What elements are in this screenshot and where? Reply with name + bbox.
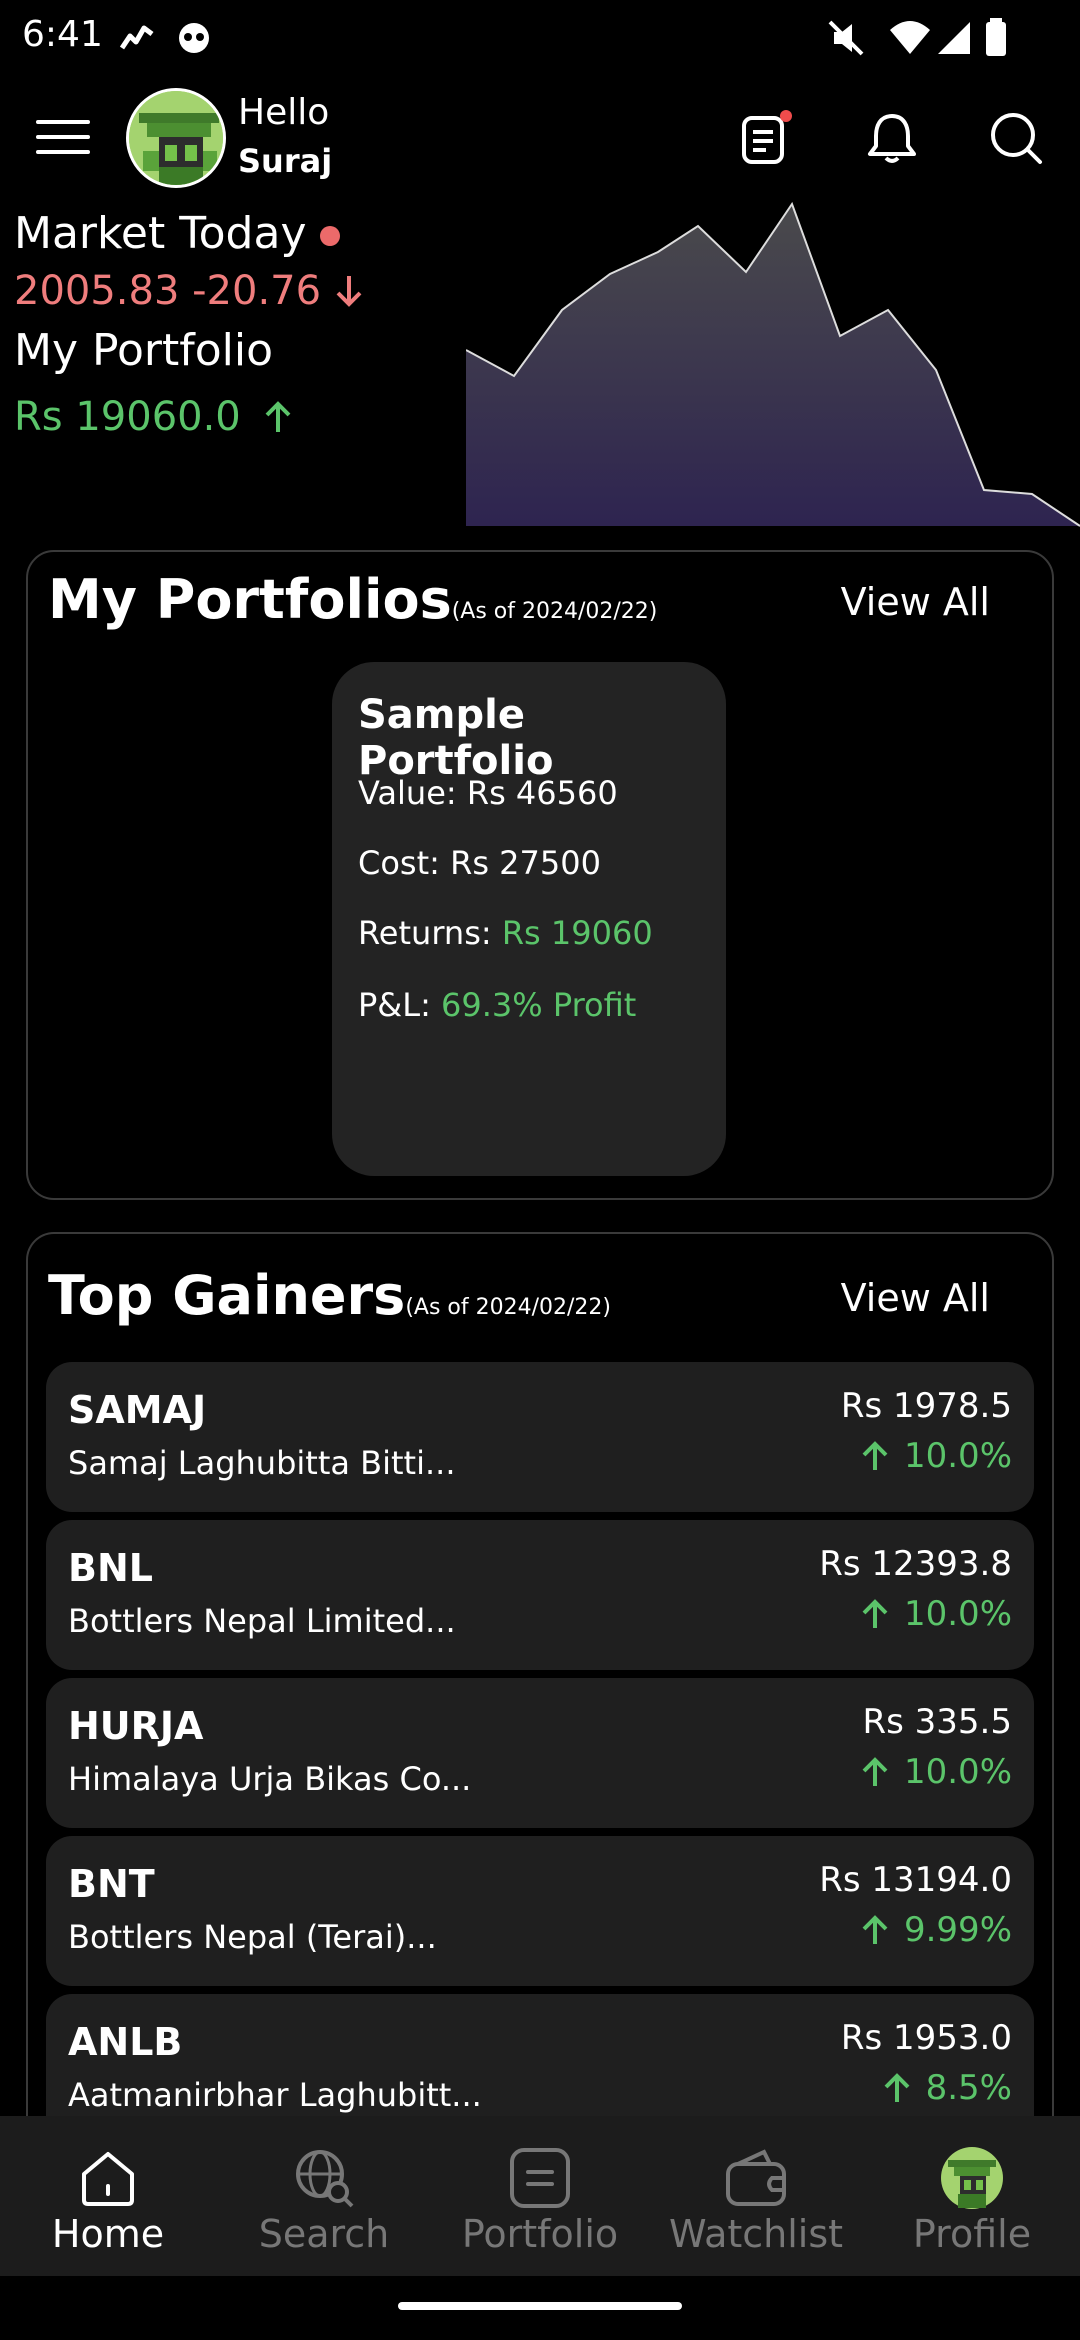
nav-watchlist[interactable]: Watchlist — [648, 2134, 864, 2274]
battery-icon — [986, 18, 1006, 56]
my-portfolios-title: My Portfolios — [48, 568, 452, 631]
app-notification-icon — [179, 23, 209, 53]
stock-price: Rs 1953.0 — [840, 2018, 1012, 2058]
stock-row[interactable]: BNL Bottlers Nepal Limited... Rs 12393.8 10… — [46, 1520, 1034, 1670]
stock-name: Himalaya Urja Bikas Co... — [68, 1760, 472, 1798]
stock-price: Rs 12393.8 — [819, 1544, 1012, 1584]
stock-change: 9.99% — [860, 1910, 1012, 1950]
portfolio-pl-line: P&L: 69.3% Profit — [358, 986, 636, 1024]
portfolio-returns-line: Returns: Rs 19060 — [358, 914, 653, 952]
bottom-navigation: Home Search Portfolio Watchlist — [0, 2116, 1080, 2276]
arrow-up-icon — [862, 1599, 888, 1628]
my-portfolios-panel: My Portfolios(As of 2024/02/22) View All… — [26, 550, 1054, 1200]
portfolios-view-all-button[interactable]: View All — [840, 580, 990, 624]
wifi-icon — [890, 21, 930, 54]
top-gainers-panel: Top Gainers(As of 2024/02/22) View All S… — [26, 1232, 1054, 2152]
stock-symbol: HURJA — [68, 1704, 204, 1748]
stock-symbol: SAMAJ — [68, 1388, 207, 1432]
nav-portfolio[interactable]: Portfolio — [432, 2134, 648, 2274]
stock-name: Samaj Laghubitta Bitti... — [68, 1444, 456, 1482]
top-gainers-heading: Top Gainers(As of 2024/02/22) — [48, 1264, 611, 1327]
nav-profile-label: Profile — [912, 2212, 1032, 2256]
username-text: Suraj — [238, 142, 333, 180]
market-today-title: Market Today — [14, 208, 307, 259]
stock-symbol: BNL — [68, 1546, 153, 1590]
stock-price: Rs 335.5 — [862, 1702, 1012, 1742]
market-status-dot — [320, 226, 340, 246]
stock-change: 10.0% — [860, 1436, 1012, 1476]
my-portfolios-as-of: (As of 2024/02/22) — [451, 599, 658, 624]
portfolio-value-text: Rs 19060.0 — [14, 394, 241, 440]
stock-change-value: 8.5% — [925, 2068, 1012, 2108]
arrow-up-icon — [862, 1757, 888, 1786]
market-index-text: 2005.83 -20.76 — [14, 268, 322, 314]
my-portfolios-heading: My Portfolios(As of 2024/02/22) — [48, 568, 657, 631]
market-sparkline-chart — [466, 201, 1080, 527]
portfolio-pl-label: P&L: — [358, 986, 442, 1024]
status-bar: 6:41 — [0, 0, 1080, 76]
stock-row[interactable]: HURJA Himalaya Urja Bikas Co... Rs 335.5 10… — [46, 1678, 1034, 1828]
greeting-text: Hello — [238, 92, 330, 133]
portfolio-value-line: Value: Rs 46560 — [358, 774, 618, 812]
stock-change-value: 9.99% — [903, 1910, 1012, 1950]
portfolio-name: Sample Portfolio — [358, 692, 554, 784]
nav-watchlist-label: Watchlist — [668, 2212, 844, 2256]
nav-profile[interactable]: Profile — [864, 2134, 1080, 2274]
portfolio-returns-value: Rs 19060 — [501, 914, 653, 952]
home-icon — [82, 2152, 134, 2206]
market-index-value: 2005.83 -20.76 — [14, 268, 364, 314]
stock-row[interactable]: BNT Bottlers Nepal (Terai)... Rs 13194.0 9.… — [46, 1836, 1034, 1986]
stock-price: Rs 1978.5 — [840, 1386, 1012, 1426]
portfolio-value: Rs 19060.0 — [14, 394, 295, 440]
gainers-view-all-button[interactable]: View All — [840, 1276, 990, 1320]
stock-name: Bottlers Nepal Limited... — [68, 1602, 456, 1640]
nav-search[interactable]: Search — [216, 2134, 432, 2274]
cell-signal-icon — [938, 22, 970, 54]
gesture-bar — [398, 2302, 682, 2310]
portfolio-returns-label: Returns: — [358, 914, 502, 952]
globe-search-icon — [296, 2150, 354, 2208]
stock-symbol: ANLB — [68, 2020, 183, 2064]
stock-price: Rs 13194.0 — [819, 1860, 1012, 1900]
bell-icon[interactable] — [862, 108, 922, 168]
portfolio-card[interactable]: Sample Portfolio Value: Rs 46560 Cost: R… — [332, 662, 726, 1176]
portfolio-cost-line: Cost: Rs 27500 — [358, 844, 601, 882]
arrow-up-icon — [884, 2073, 910, 2102]
stock-change: 8.5% — [882, 2068, 1012, 2108]
stock-change: 10.0% — [860, 1594, 1012, 1634]
avatar-icon — [129, 91, 223, 185]
mute-icon — [828, 20, 864, 56]
avatar[interactable] — [126, 88, 226, 188]
nav-search-label: Search — [258, 2212, 390, 2256]
status-time: 6:41 — [22, 14, 103, 55]
arrow-up-icon — [862, 1915, 888, 1944]
avatar-icon — [941, 2147, 1003, 2209]
menu-button[interactable] — [36, 120, 90, 160]
top-gainers-as-of: (As of 2024/02/22) — [405, 1295, 611, 1320]
stock-change-value: 10.0% — [903, 1752, 1012, 1792]
top-gainers-title: Top Gainers — [48, 1264, 406, 1327]
arrow-down-icon — [336, 276, 362, 307]
arrow-up-icon — [862, 1441, 888, 1470]
app-header: Hello Suraj — [0, 80, 1080, 200]
nav-home-label: Home — [51, 2212, 165, 2256]
stock-name: Aatmanirbhar Laghubitt... — [68, 2076, 482, 2114]
stock-change-value: 10.0% — [903, 1594, 1012, 1634]
search-icon[interactable] — [986, 108, 1046, 168]
my-portfolio-title: My Portfolio — [14, 325, 273, 376]
arrow-up-icon — [266, 401, 291, 432]
news-icon[interactable] — [736, 108, 796, 168]
portfolio-icon — [510, 2148, 570, 2208]
wallet-icon — [726, 2149, 786, 2206]
stock-row[interactable]: SAMAJ Samaj Laghubitta Bitti... Rs 1978.5 1… — [46, 1362, 1034, 1512]
nav-home[interactable]: Home — [0, 2134, 216, 2274]
portfolio-pl-value: 69.3% Profit — [441, 986, 637, 1024]
stock-change: 10.0% — [860, 1752, 1012, 1792]
trend-icon — [119, 25, 154, 50]
stock-symbol: BNT — [68, 1862, 155, 1906]
stock-change-value: 10.0% — [903, 1436, 1012, 1476]
stock-name: Bottlers Nepal (Terai)... — [68, 1918, 437, 1956]
nav-portfolio-label: Portfolio — [461, 2212, 619, 2256]
